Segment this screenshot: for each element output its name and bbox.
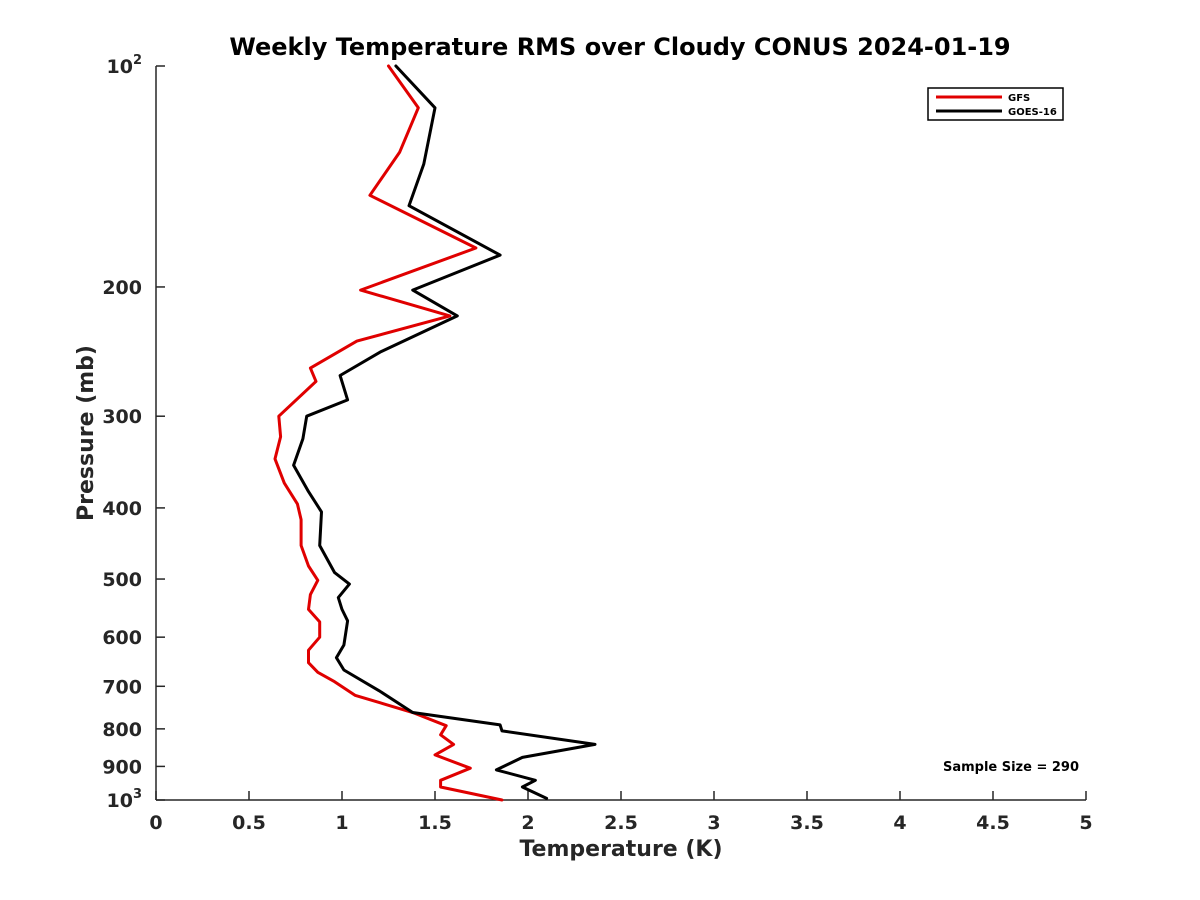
x-tick-label: 1.5 xyxy=(418,812,452,834)
y-axis-label: Pressure (mb) xyxy=(74,345,99,521)
x-tick-label: 2 xyxy=(521,812,534,834)
series-line-gfs xyxy=(273,64,504,802)
y-tick-base: 500 xyxy=(102,569,142,591)
y-tick-base: 10 xyxy=(107,56,133,78)
y-tick-label: 500 xyxy=(102,569,142,591)
y-tick-base: 600 xyxy=(102,627,142,649)
y-tick-base: 700 xyxy=(102,676,142,698)
legend-label: GFS xyxy=(1008,93,1030,104)
y-tick-base: 300 xyxy=(102,406,142,428)
x-axis-label: Temperature (K) xyxy=(519,837,722,862)
sample-size-annotation: Sample Size = 290 xyxy=(943,760,1079,775)
legend-box xyxy=(927,87,1064,121)
y-tick-base: 200 xyxy=(102,277,142,299)
plot-area: 0 0.5 1 1.5 2 2.5 3 3.5 4 4.5 5 102200300400500600… xyxy=(102,53,1092,834)
x-tick-label: 3.5 xyxy=(790,812,824,834)
y-tick-exponent: 3 xyxy=(133,787,142,802)
x-tick-label: 4.5 xyxy=(976,812,1010,834)
series-line-goes-16 xyxy=(292,64,597,800)
y-tick-label: 400 xyxy=(102,498,142,520)
x-axis-ticks: 0 0.5 1 1.5 2 2.5 3 3.5 4 4.5 5 xyxy=(149,791,1093,834)
legend-items: GFS GOES-16 xyxy=(936,93,1057,118)
legend: GFS GOES-16 xyxy=(927,87,1064,121)
y-tick-label: 200 xyxy=(102,277,142,299)
y-tick-base: 400 xyxy=(102,498,142,520)
series-group xyxy=(273,64,597,802)
y-tick-label: 700 xyxy=(102,676,142,698)
y-tick-label: 900 xyxy=(102,756,142,778)
x-tick-label: 2.5 xyxy=(604,812,638,834)
y-tick-label: 300 xyxy=(102,406,142,428)
x-tick-label: 0.5 xyxy=(232,812,266,834)
legend-label: GOES-16 xyxy=(1008,107,1057,118)
y-tick-base: 10 xyxy=(107,790,133,812)
x-tick-label: 0 xyxy=(149,812,162,834)
y-tick-label: 800 xyxy=(102,719,142,741)
y-tick-label: 600 xyxy=(102,627,142,649)
x-tick-label: 5 xyxy=(1079,812,1092,834)
y-tick-label: 102 xyxy=(107,53,143,78)
x-tick-label: 4 xyxy=(893,812,906,834)
y-tick-label: 103 xyxy=(107,787,143,812)
x-tick-label: 3 xyxy=(707,812,720,834)
y-tick-exponent: 2 xyxy=(133,53,142,68)
y-tick-base: 900 xyxy=(102,756,142,778)
y-tick-base: 800 xyxy=(102,719,142,741)
x-tick-label: 1 xyxy=(335,812,348,834)
chart-title: Weekly Temperature RMS over Cloudy CONUS… xyxy=(229,33,1010,61)
